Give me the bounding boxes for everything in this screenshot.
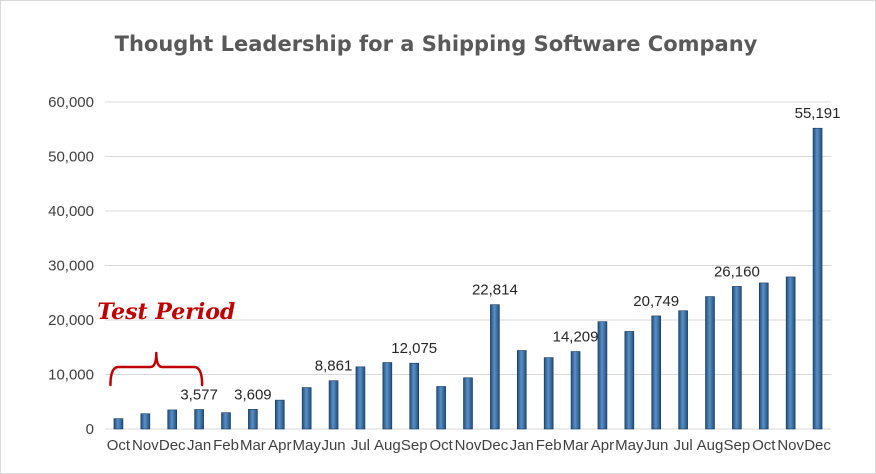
data-label: 3,609 — [234, 386, 272, 403]
y-tick-label: 20,000 — [48, 312, 94, 329]
bar — [463, 377, 473, 430]
bar — [301, 387, 312, 430]
data-label: 14,209 — [553, 329, 599, 346]
x-tick-label: Sep — [401, 437, 428, 454]
bar — [382, 362, 393, 430]
y-tick-label: 10,000 — [48, 367, 94, 384]
y-tick-label: 60,000 — [48, 94, 94, 111]
x-tick-label: Jan — [510, 437, 534, 454]
x-axis-ticks: Oct Nov Dec Jan Feb Mar Apr May Jun Jul Aug Sep Oct N… — [107, 437, 832, 454]
x-tick-label: Nov — [777, 437, 804, 454]
test-period-brace — [109, 351, 204, 387]
x-tick-label: Oct — [107, 437, 131, 454]
data-label: 20,749 — [633, 293, 679, 310]
x-tick-label: Apr — [268, 437, 291, 454]
bars — [113, 127, 823, 430]
bar — [705, 296, 715, 430]
bar — [624, 331, 635, 430]
gridlines — [105, 101, 831, 430]
bar — [328, 380, 339, 430]
data-labels: 3,577 3,609 8,861 12,075 22,814 14,209 20,749 2… — [180, 105, 840, 403]
x-tick-label: Jun — [321, 437, 345, 454]
bar — [355, 366, 366, 430]
x-tick-label: Aug — [374, 437, 401, 454]
bar — [543, 357, 554, 430]
data-label: 8,861 — [315, 358, 353, 375]
bar — [113, 418, 124, 430]
data-label: 22,814 — [472, 282, 518, 299]
x-tick-label: Feb — [213, 437, 239, 454]
y-tick-label: 0 — [86, 421, 94, 438]
x-tick-label: Dec — [159, 437, 186, 454]
bar — [570, 351, 581, 430]
x-tick-label: Jan — [187, 437, 211, 454]
bar — [274, 399, 285, 430]
chart-title: Thought Leadership for a Shipping Softwa… — [115, 32, 758, 56]
bar — [167, 409, 178, 430]
x-tick-label: Jul — [351, 437, 370, 454]
x-tick-label: Nov — [455, 437, 482, 454]
bar — [490, 304, 500, 430]
x-tick-label: Apr — [591, 437, 614, 454]
bar — [140, 413, 151, 430]
x-tick-label: May — [615, 437, 644, 454]
x-tick-label: Nov — [132, 437, 159, 454]
y-tick-label: 30,000 — [48, 258, 94, 275]
x-tick-label: May — [292, 437, 321, 454]
bar — [785, 276, 796, 430]
data-label: 55,191 — [795, 105, 841, 122]
bar — [516, 350, 527, 430]
x-tick-label: Dec — [804, 437, 831, 454]
bar — [221, 412, 231, 430]
data-label: 12,075 — [391, 340, 437, 357]
data-label: 26,160 — [714, 263, 760, 280]
test-period-label: Test Period — [97, 299, 235, 325]
y-tick-label: 40,000 — [48, 203, 94, 220]
x-tick-label: Jul — [674, 437, 693, 454]
bar — [732, 286, 742, 430]
bar — [651, 315, 662, 430]
y-tick-label: 50,000 — [48, 149, 94, 166]
x-tick-label: Feb — [536, 437, 562, 454]
x-tick-label: Oct — [752, 437, 776, 454]
x-tick-label: Mar — [563, 437, 589, 454]
bar — [758, 282, 769, 430]
bar — [409, 362, 420, 430]
bar — [248, 409, 258, 430]
bar — [597, 321, 608, 430]
bar — [812, 127, 823, 430]
x-tick-label: Oct — [429, 437, 453, 454]
test-period-annotation: Test Period — [97, 299, 235, 387]
bar — [194, 409, 204, 430]
data-label: 3,577 — [180, 387, 218, 404]
x-tick-label: Mar — [240, 437, 266, 454]
bar — [678, 310, 688, 430]
x-tick-label: Jun — [644, 437, 668, 454]
x-tick-label: Aug — [697, 437, 724, 454]
bar — [436, 386, 446, 430]
x-tick-label: Sep — [724, 437, 751, 454]
x-tick-label: Dec — [482, 437, 509, 454]
y-axis-ticks: 0 10,000 20,000 30,000 40,000 50,000 60,000 — [48, 94, 94, 438]
